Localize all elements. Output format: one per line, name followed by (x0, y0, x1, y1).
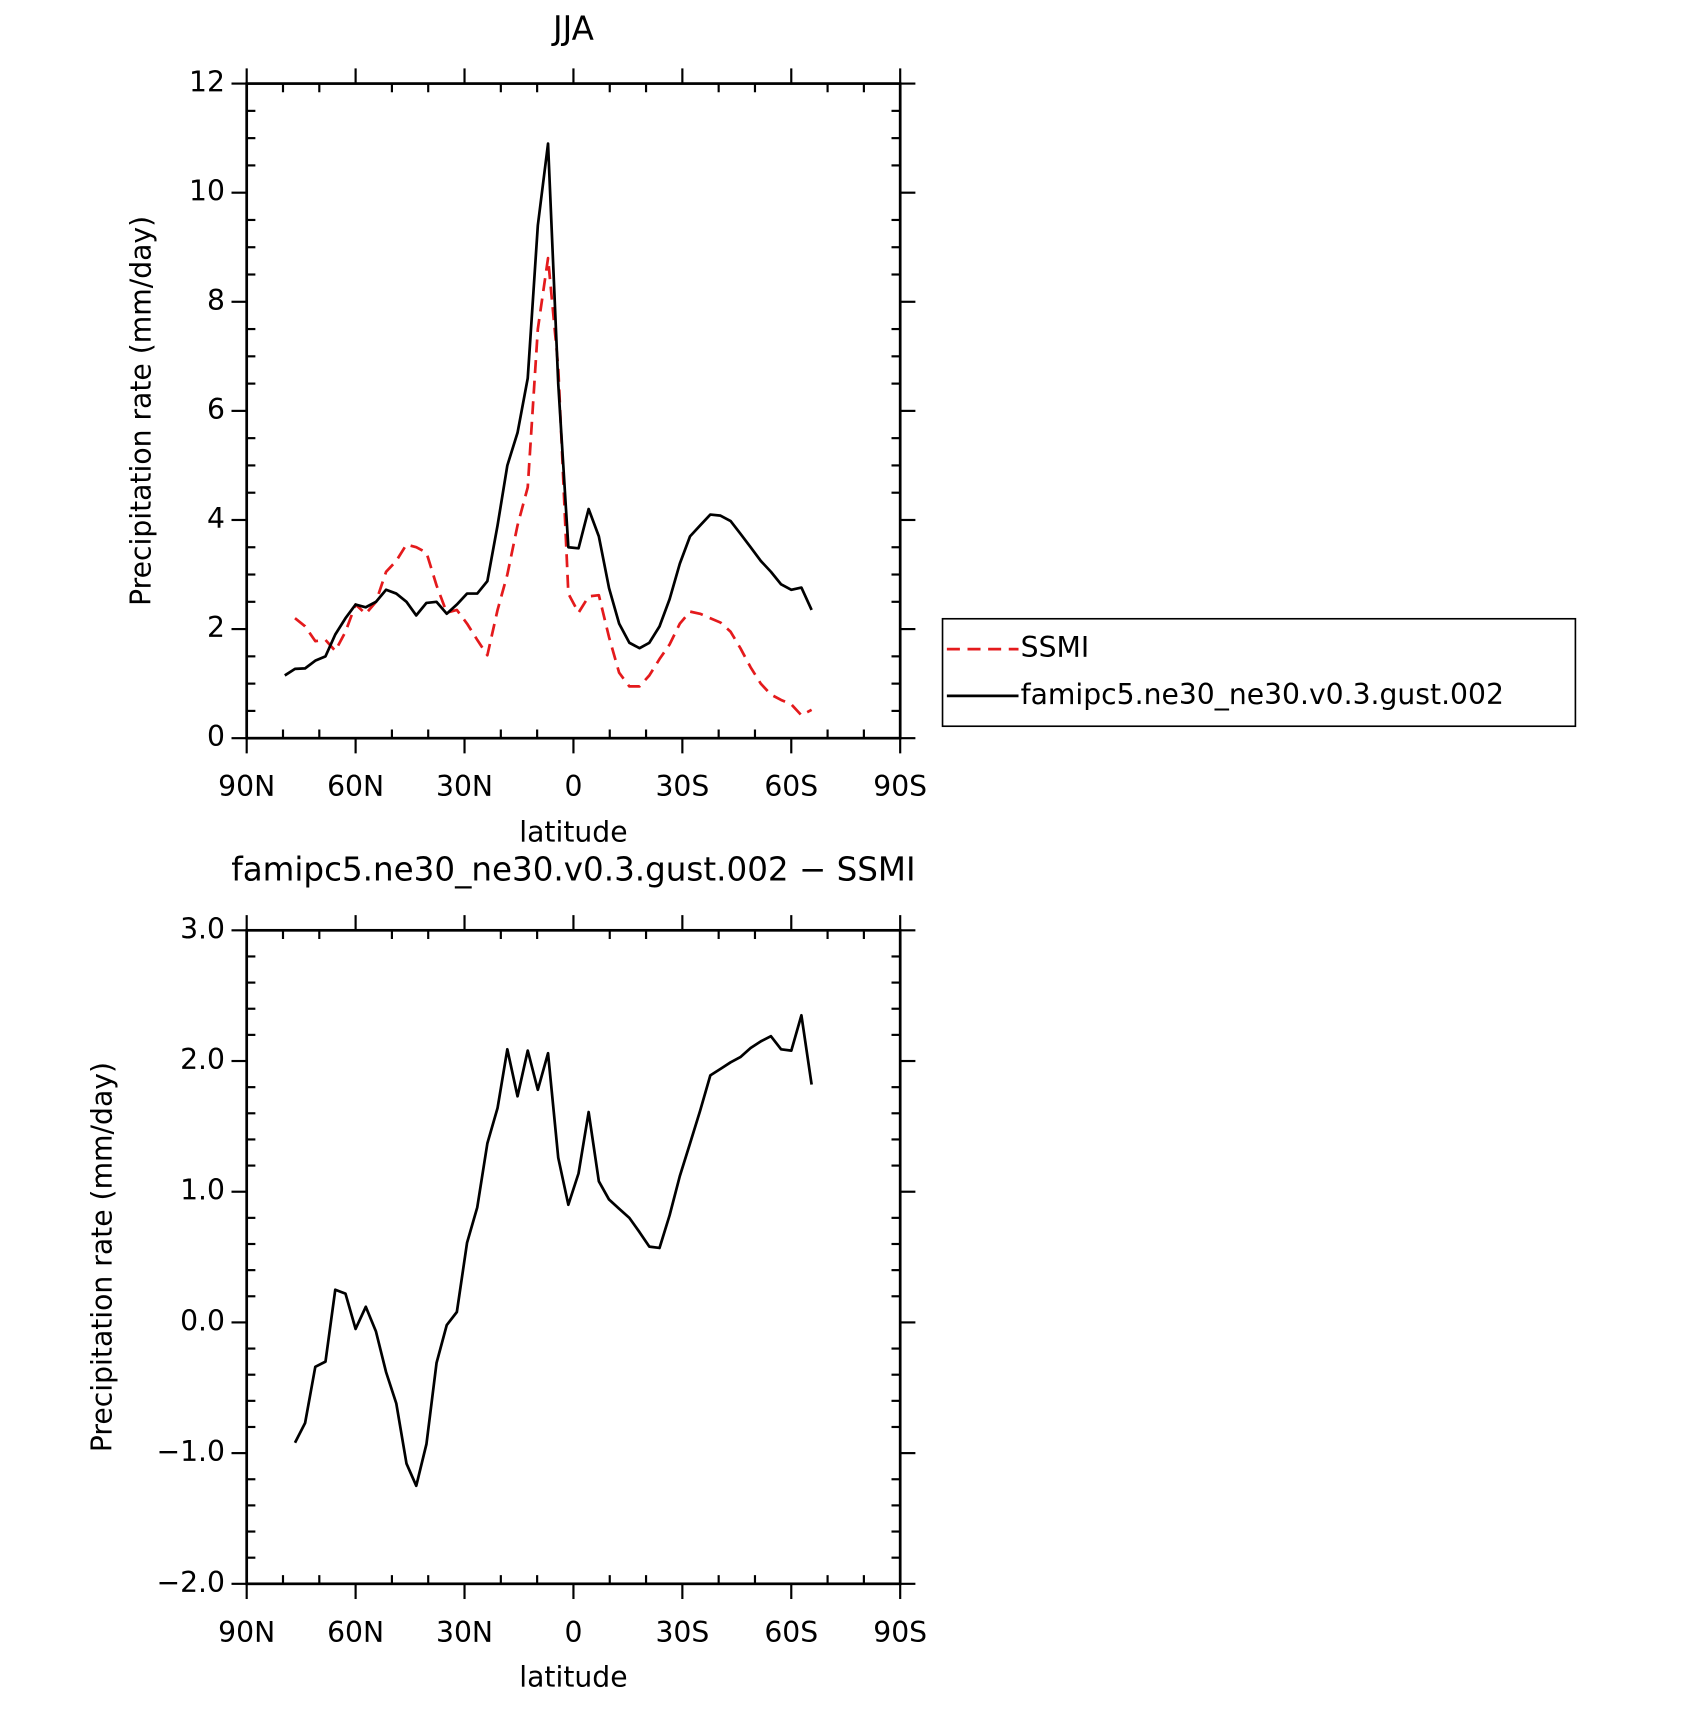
y-tick-label: −1.0 (156, 1435, 225, 1468)
x-tick-label: 60S (764, 770, 818, 803)
x-axis-label: latitude (519, 1660, 627, 1693)
series-line (293, 1013, 813, 1488)
legend-box (941, 617, 1577, 728)
series-line (294, 256, 813, 717)
x-tick-label: 30S (655, 770, 709, 803)
x-tick-label: 60S (764, 1616, 818, 1649)
chart-title: JJA (551, 9, 594, 47)
legend-label: famipc5.ne30_ne30.v0.3.gust.002 (1021, 678, 1504, 711)
y-tick-label: 4 (207, 502, 225, 535)
y-tick-label: 6 (207, 393, 225, 426)
y-tick-label: 8 (207, 284, 225, 317)
x-tick-label: 90N (218, 770, 275, 803)
x-tick-label: 0 (564, 770, 582, 803)
x-tick-label: 60N (327, 1616, 384, 1649)
x-tick-label: 30S (655, 1616, 709, 1649)
x-tick-label: 30N (436, 1616, 493, 1649)
y-tick-label: 2.0 (180, 1043, 225, 1076)
y-tick-label: −2.0 (156, 1566, 225, 1599)
y-axis-label: Precipitation rate (mm/day) (124, 216, 157, 606)
y-tick-label: 2 (207, 611, 225, 644)
y-axis-label: Precipitation rate (mm/day) (85, 1062, 118, 1452)
y-tick-label: 0.0 (180, 1304, 225, 1337)
x-tick-label: 60N (327, 770, 384, 803)
y-tick-label: 3.0 (180, 912, 225, 945)
x-tick-label: 90N (218, 1616, 275, 1649)
y-tick-label: 1.0 (180, 1174, 225, 1207)
x-tick-label: 0 (564, 1616, 582, 1649)
x-axis-label: latitude (519, 816, 627, 849)
plot-frame (245, 82, 902, 740)
chart-title: famipc5.ne30_ne30.v0.3.gust.002 − SSMI (231, 851, 915, 889)
x-tick-label: 90S (873, 770, 927, 803)
series-line (284, 142, 813, 677)
legend-label: SSMI (1021, 631, 1089, 664)
x-tick-label: 90S (873, 1616, 927, 1649)
y-tick-label: 0 (207, 720, 225, 753)
y-tick-label: 10 (189, 175, 225, 208)
x-tick-label: 30N (436, 770, 493, 803)
y-tick-label: 12 (189, 66, 225, 99)
